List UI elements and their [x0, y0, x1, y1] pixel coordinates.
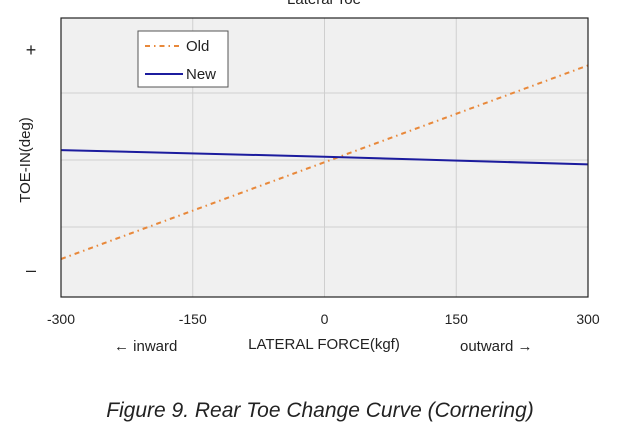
figure-caption: Figure 9. Rear Toe Change Curve (Corneri… — [106, 399, 534, 422]
y-tick-labels: +– — [26, 40, 37, 280]
x-tick-label: -300 — [47, 311, 75, 327]
x-tick-label: 150 — [445, 311, 469, 327]
legend-box — [137, 30, 229, 88]
chart-title: Lateral Toe — [287, 0, 361, 8]
legend-label-old: Old — [186, 38, 209, 55]
plot-frame — [60, 17, 589, 298]
series-layer — [60, 64, 589, 260]
y-tick-label: + — [26, 40, 37, 60]
y-axis-label: TOE-IN(deg) — [17, 117, 34, 203]
series-line-new — [60, 149, 589, 166]
legend-label-new: New — [186, 66, 216, 83]
direction-label-outward: outward → — [460, 338, 533, 355]
x-axis-label: LATERAL FORCE(kgf) — [248, 336, 400, 353]
x-tick-label: -150 — [179, 311, 207, 327]
x-tick-labels: -300 -150 0 150 300 — [47, 311, 600, 327]
series-line-old — [60, 64, 589, 260]
y-tick-label: – — [26, 260, 36, 280]
x-tick-label: 300 — [576, 311, 600, 327]
x-tick-label: 0 — [321, 311, 329, 327]
legend: Old New — [137, 30, 229, 88]
direction-label-inward: ← inward — [114, 338, 177, 355]
